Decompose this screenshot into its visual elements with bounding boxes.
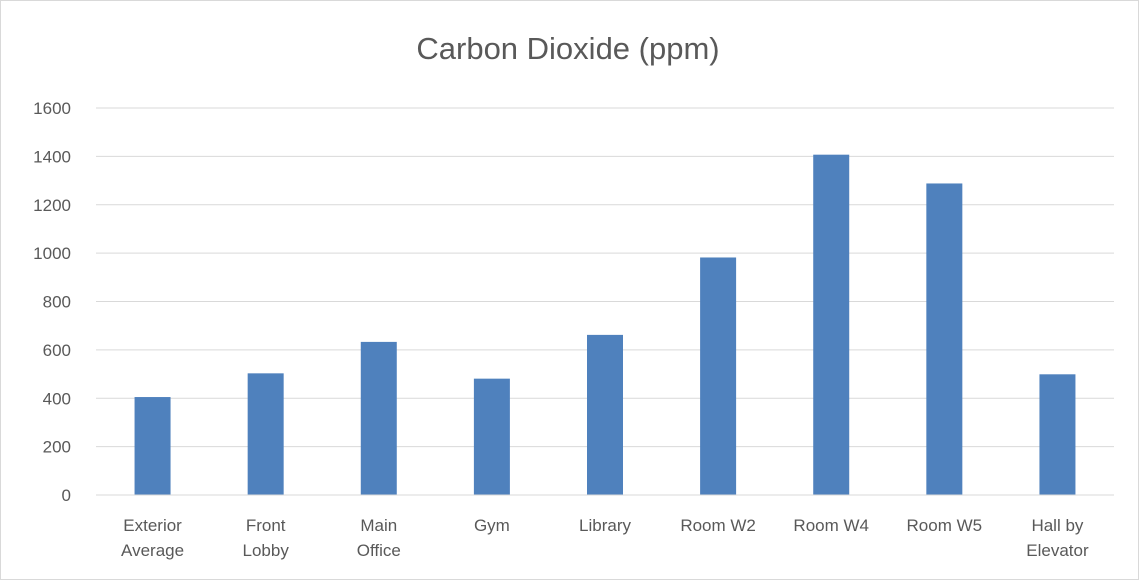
x-category-label-line: Main (360, 516, 397, 535)
bar-room-w2 (700, 257, 737, 495)
bar-library (587, 334, 623, 495)
x-category-label-line: Exterior (123, 516, 182, 535)
x-category-label-line: Lobby (243, 541, 290, 560)
x-category-label: Main Office (357, 516, 401, 560)
bar-room-w5 (926, 183, 963, 495)
x-category-label-line: Room W2 (680, 516, 756, 535)
y-tick-label: 1200 (33, 196, 71, 215)
x-category-label: Room W5 (907, 516, 983, 535)
x-category-label: Room W4 (793, 516, 869, 535)
bar-hall-by-elevator (1039, 374, 1076, 495)
y-axis-ticks: 0 200 400 600 800 1000 1200 1400 1600 (33, 99, 71, 505)
x-category-label-line: Elevator (1026, 541, 1089, 560)
y-tick-label: 400 (43, 389, 71, 408)
bar-room-w4 (813, 154, 850, 495)
bar-gym (473, 378, 510, 495)
y-tick-label: 200 (43, 438, 71, 457)
x-category-label: Room W2 (680, 516, 756, 535)
x-category-label: Hall by Elevator (1026, 516, 1089, 560)
x-category-label-line: Gym (474, 516, 510, 535)
y-tick-label: 1600 (33, 99, 71, 118)
bars (134, 154, 1076, 495)
y-tick-label: 800 (43, 293, 71, 312)
x-category-label-line: Average (121, 541, 184, 560)
bar-front-lobby (247, 373, 284, 495)
x-category-label: Library (579, 516, 631, 535)
bar-main-office (360, 341, 397, 495)
chart-title: Carbon Dioxide (ppm) (416, 31, 719, 66)
y-tick-label: 1000 (33, 244, 71, 263)
x-category-label-line: Room W4 (793, 516, 869, 535)
y-tick-label: 1400 (33, 147, 71, 166)
bar-exterior-average (134, 397, 171, 495)
x-category-label: Exterior Average (121, 516, 184, 560)
x-category-label-line: Office (357, 541, 401, 560)
x-category-label: Front Lobby (243, 516, 290, 560)
x-category-label-line: Room W5 (907, 516, 983, 535)
x-category-label: Gym (474, 516, 510, 535)
x-category-label-line: Hall by (1031, 516, 1083, 535)
x-category-label-line: Library (579, 516, 631, 535)
y-tick-label: 0 (62, 486, 71, 505)
y-tick-label: 600 (43, 341, 71, 360)
x-category-label-line: Front (246, 516, 286, 535)
x-axis-categories: Exterior Average Front Lobby Main Office Gym Li… (121, 516, 1089, 560)
